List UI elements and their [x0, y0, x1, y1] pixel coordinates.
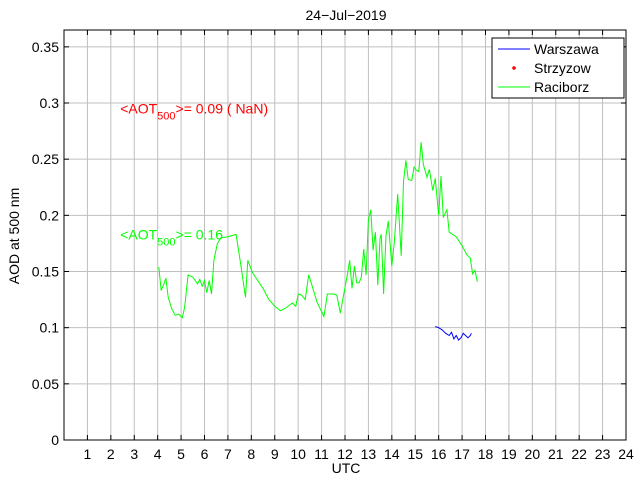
annotations: <AOT500>= 0.09 ( NaN) <AOT500>= 0.16	[120, 101, 268, 249]
series-line-raciborz	[158, 142, 478, 319]
x-tick-label: 3	[130, 446, 138, 462]
x-tick-label: 10	[290, 446, 306, 462]
chart-title: 24−Jul−2019	[306, 7, 387, 23]
series-line-warszawa	[435, 326, 472, 341]
y-tick-label: 0	[51, 432, 59, 448]
axes: 1 2 3 4 5 6 7 8 9 10 11 12 13 14 15 16 17 18 19 20 21 22 23 240…	[32, 29, 634, 462]
mean-aot-annotation-1: <AOT500>= 0.09 ( NaN)	[120, 101, 268, 123]
x-tick-label: 8	[247, 446, 255, 462]
legend-label-raciborz: Raciborz	[534, 79, 589, 95]
x-tick-label: 17	[454, 446, 470, 462]
y-tick-label: 0.05	[32, 376, 59, 392]
x-tick-label: 5	[177, 446, 185, 462]
y-tick-label: 0.25	[32, 151, 59, 167]
x-tick-label: 22	[571, 446, 587, 462]
y-tick-label: 0.3	[40, 95, 60, 111]
x-tick-label: 12	[337, 446, 353, 462]
x-tick-label: 24	[618, 446, 634, 462]
plot-frame	[63, 29, 627, 441]
x-tick-label: 21	[548, 446, 564, 462]
x-tick-label: 9	[271, 446, 279, 462]
x-tick-label: 6	[201, 446, 209, 462]
mean-aot-annotation-2: <AOT500>= 0.16	[120, 226, 223, 248]
x-tick-label: 20	[525, 446, 541, 462]
x-tick-label: 18	[478, 446, 494, 462]
legend-label-strzyzow: Strzyzow	[534, 60, 592, 76]
y-axis-label: AOD at 500 nm	[6, 188, 22, 285]
y-tick-label: 0.1	[40, 320, 60, 336]
x-tick-label: 1	[84, 446, 92, 462]
x-tick-label: 4	[154, 446, 162, 462]
plot-series	[158, 142, 478, 341]
x-tick-label: 15	[407, 446, 423, 462]
y-tick-label: 0.2	[40, 207, 60, 223]
x-tick-label: 19	[501, 446, 517, 462]
legend: Warszawa Strzyzow Raciborz	[491, 37, 625, 99]
legend-swatch-strzyzow	[512, 66, 516, 70]
y-tick-label: 0.15	[32, 264, 59, 280]
x-tick-label: 13	[361, 446, 377, 462]
x-tick-label: 23	[595, 446, 611, 462]
x-tick-label: 11	[314, 446, 329, 462]
legend-label-warszawa: Warszawa	[534, 41, 599, 57]
x-tick-label: 16	[431, 446, 447, 462]
y-tick-label: 0.35	[32, 39, 59, 55]
x-tick-label: 14	[384, 446, 400, 462]
x-tick-label: 7	[224, 446, 232, 462]
x-axis-label: UTC	[332, 460, 361, 476]
x-tick-label: 2	[107, 446, 115, 462]
